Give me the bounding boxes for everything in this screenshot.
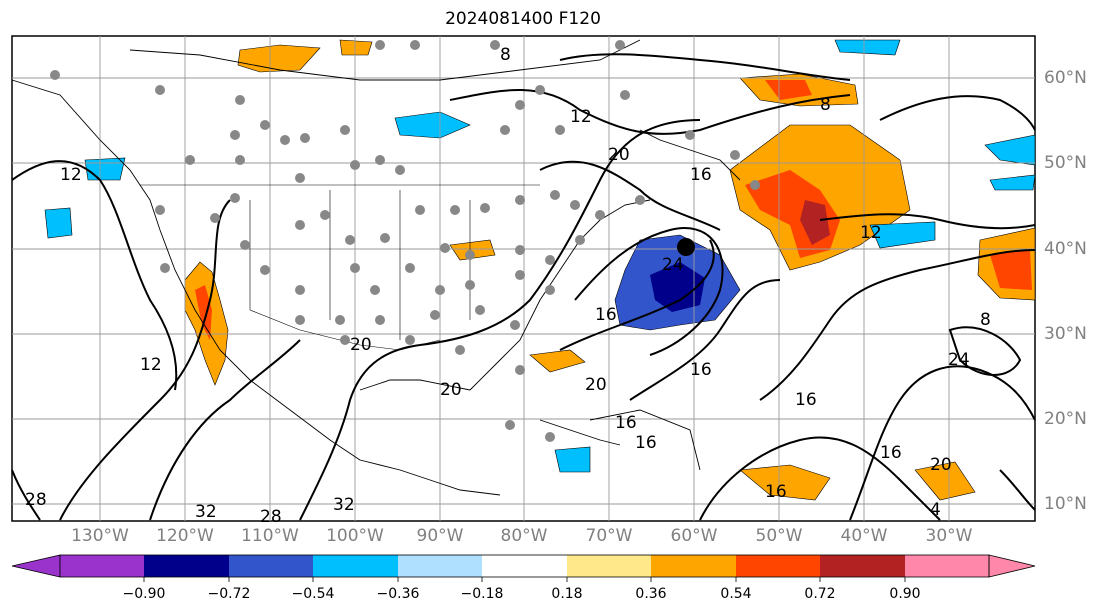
negative-anomaly-area: [984, 134, 1036, 166]
negative-anomaly-area: [834, 39, 901, 56]
contour-labels: 8 12 20 16 12 8 12 16 20 16 24 16 20 16 …: [25, 45, 991, 527]
contour-label: 20: [585, 375, 607, 395]
storm-center-marker: [677, 238, 695, 256]
lon-label: 30°W: [925, 526, 973, 546]
contour-label: 16: [595, 305, 617, 325]
colorbar-extend-low: [11, 554, 61, 578]
lat-label: 60°N: [1044, 68, 1087, 88]
lat-label: 40°N: [1044, 239, 1087, 259]
contour-label: 16: [635, 433, 657, 453]
negative-anomaly-area: [869, 221, 936, 249]
colorbar-tick-label: 0.90: [889, 586, 921, 602]
lon-label: 100°W: [326, 526, 384, 546]
contour-label: 16: [795, 390, 817, 410]
colorbar-tick-label: −0.18: [460, 586, 504, 602]
contour-label: 8: [980, 310, 991, 330]
lon-label: 130°W: [71, 526, 129, 546]
contour-label: 20: [350, 335, 372, 355]
colorbar: [11, 554, 1036, 582]
colorbar-tick-label: −0.54: [291, 586, 335, 602]
shaded-fields: [44, 39, 1036, 501]
contour-label: 16: [765, 482, 787, 502]
contour-label: 12: [140, 355, 162, 375]
colorbar-tick-label: 0.72: [804, 586, 836, 602]
contour-label: 16: [615, 413, 637, 433]
positive-anomaly-area: [765, 80, 812, 100]
lon-label: 110°W: [241, 526, 299, 546]
lon-label: 40°W: [840, 526, 888, 546]
contour-label: 32: [333, 495, 355, 515]
colorbar-extend-high: [988, 554, 1036, 578]
positive-anomaly-area: [449, 239, 496, 261]
negative-anomaly-area: [650, 262, 705, 312]
colorbar-tick-label: −0.36: [376, 586, 420, 602]
negative-anomaly-area: [394, 111, 471, 139]
positive-anomaly-area: [914, 461, 976, 501]
colorbar-tick-label: 0.54: [720, 586, 752, 602]
contour-label: 20: [930, 455, 952, 475]
contour-label: 8: [820, 95, 831, 115]
contour-label: 16: [880, 443, 902, 463]
station-markers: [50, 40, 760, 442]
lat-label: 20°N: [1044, 409, 1087, 429]
coastlines: [11, 39, 741, 496]
positive-anomaly-area: [529, 349, 586, 373]
contour-label: 24: [948, 350, 970, 370]
lon-label: 120°W: [156, 526, 214, 546]
lat-label: 30°N: [1044, 324, 1087, 344]
negative-anomaly-area: [554, 446, 591, 473]
contour-label: 12: [570, 107, 592, 127]
contour-label: 24: [662, 255, 684, 275]
colorbar-tick-label: 0.18: [551, 586, 583, 602]
contour-label: 28: [260, 507, 282, 527]
negative-anomaly-area: [989, 174, 1036, 191]
lon-label: 60°W: [670, 526, 718, 546]
lat-label: 10°N: [1044, 494, 1087, 514]
contour-label: 8: [500, 45, 511, 65]
contour-label: 20: [440, 380, 462, 400]
contour-lines: [11, 53, 1036, 521]
positive-anomaly-area: [195, 285, 212, 340]
colorbar-tick-label: 0.36: [635, 586, 667, 602]
lon-label: 50°W: [755, 526, 803, 546]
negative-anomaly-area: [84, 157, 126, 181]
negative-anomaly-area: [44, 207, 73, 239]
lon-label: 80°W: [500, 526, 548, 546]
positive-anomaly-area: [990, 250, 1032, 290]
lat-label: 50°N: [1044, 153, 1087, 173]
contour-label: 12: [60, 165, 82, 185]
colorbar-tick-label: −0.90: [122, 586, 166, 602]
positive-anomaly-area: [339, 39, 373, 56]
contour-label: 32: [195, 502, 217, 522]
lon-label: 70°W: [585, 526, 633, 546]
positive-anomaly-area: [237, 44, 321, 73]
contour-label: 16: [690, 165, 712, 185]
contour-label: 16: [690, 360, 712, 380]
contour-label: 12: [860, 223, 882, 243]
map-title: 2024081400 F120: [445, 9, 601, 29]
contour-label: 20: [608, 145, 630, 165]
map-area: [11, 35, 1036, 522]
positive-anomaly-area: [739, 464, 831, 501]
contour-label: 4: [930, 500, 941, 520]
contour-label: 28: [25, 490, 47, 510]
lon-label: 90°W: [416, 526, 464, 546]
colorbar-tick-label: −0.72: [207, 586, 251, 602]
positive-anomaly-area: [800, 200, 830, 245]
